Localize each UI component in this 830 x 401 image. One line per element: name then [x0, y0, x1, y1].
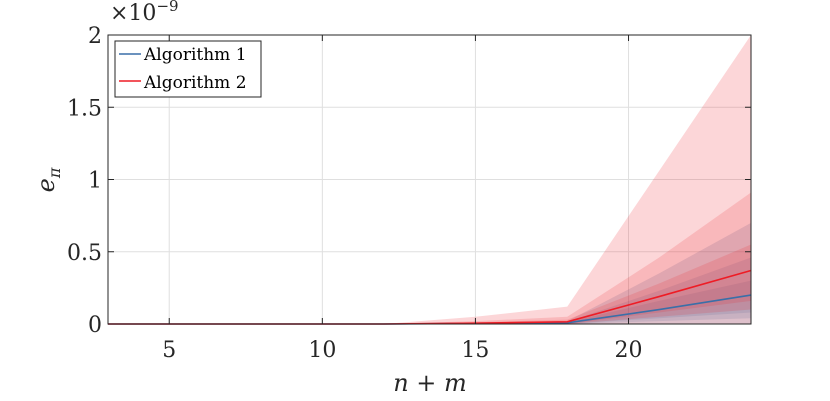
- y-exponent-label: ×10−9: [110, 0, 179, 26]
- x-tick-label: 5: [162, 338, 176, 363]
- algorithm-1-band: [108, 257, 751, 324]
- x-axis-label: n + m: [393, 369, 467, 397]
- y-tick-label: 1: [88, 169, 102, 194]
- svg-text:eπ: eπ: [32, 167, 64, 192]
- x-tick-label: 15: [461, 338, 489, 363]
- algorithm-1-band: [108, 222, 751, 324]
- y-tick-labels: 0 0.5 1 1.5 2: [67, 24, 102, 338]
- y-axis-label-main: e: [32, 178, 60, 192]
- y-tick-label: 0: [88, 313, 102, 338]
- y-tick-label: 0.5: [67, 241, 102, 266]
- y-tick-label: 1.5: [67, 96, 102, 121]
- x-tick-labels: 5 10 15 20: [162, 338, 642, 363]
- algorithm-2-band: [108, 192, 751, 324]
- y-axis-label: eπ: [32, 167, 64, 192]
- x-tick-label: 20: [615, 338, 643, 363]
- algorithm-2-band: [108, 35, 751, 324]
- axes-frame: [107, 34, 752, 325]
- legend-label-algorithm-2: Algorithm 2: [143, 73, 247, 93]
- legend: Algorithm 1 Algorithm 2: [114, 40, 262, 98]
- y-axis-label-sub: π: [45, 167, 64, 179]
- confidence-bands: [108, 35, 751, 324]
- y-tick-label: 2: [88, 24, 102, 49]
- legend-box: [114, 40, 262, 98]
- legend-label-algorithm-1: Algorithm 1: [143, 45, 247, 65]
- x-tick-label: 10: [308, 338, 336, 363]
